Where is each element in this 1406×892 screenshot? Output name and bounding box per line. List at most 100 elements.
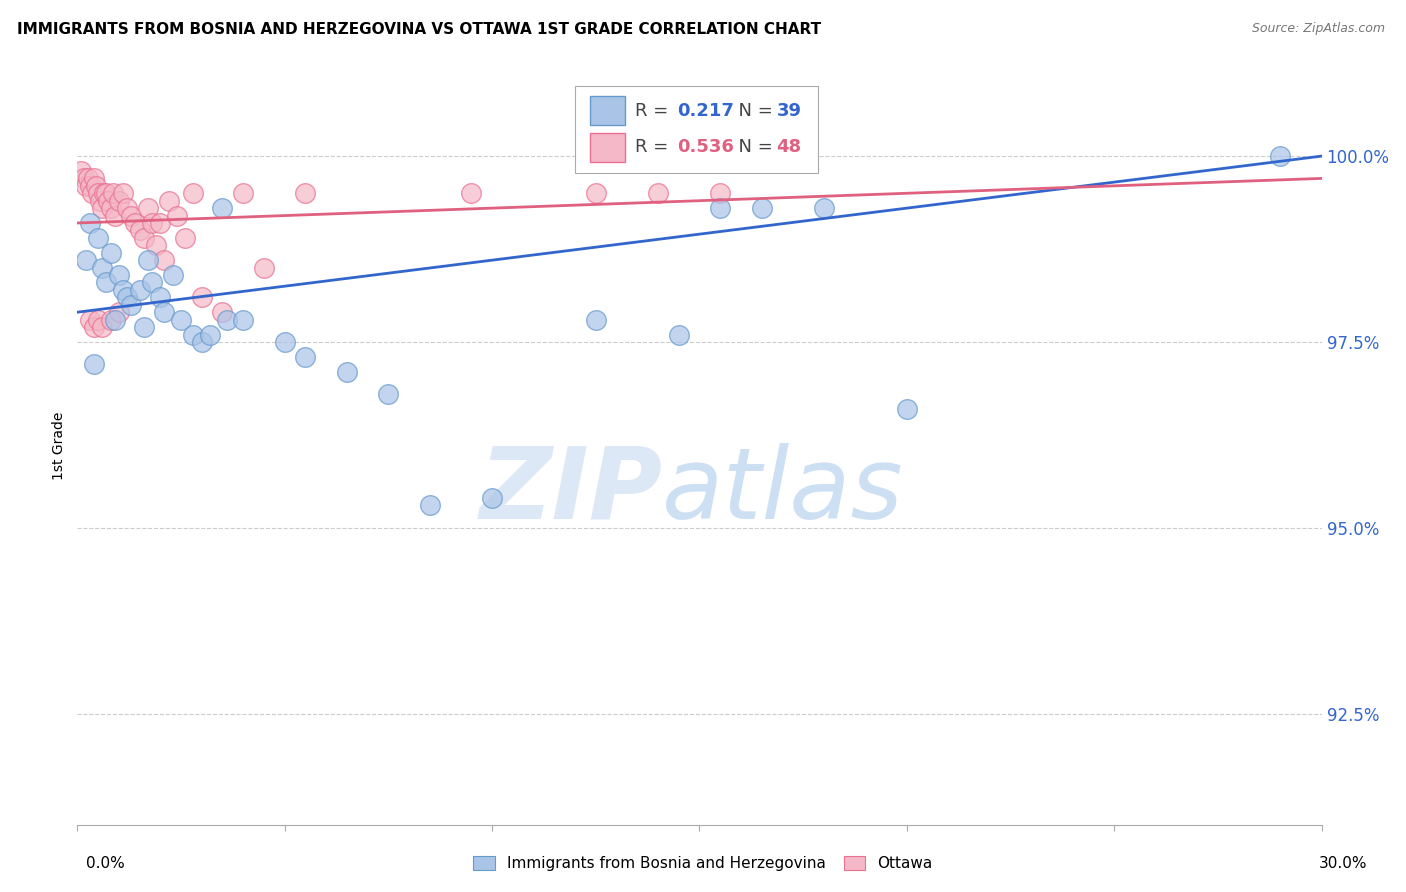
Point [83, 357, 105, 371]
Point [101, 186, 124, 201]
Point [481, 491, 503, 505]
Point [709, 186, 731, 201]
Point [157, 194, 180, 208]
Text: 48: 48 [776, 137, 801, 155]
Point [115, 201, 138, 215]
Point [709, 201, 731, 215]
Point [198, 327, 221, 342]
Point [153, 305, 176, 319]
Text: IMMIGRANTS FROM BOSNIA AND HERZEGOVINA VS OTTAWA 1ST GRADE CORRELATION CHART: IMMIGRANTS FROM BOSNIA AND HERZEGOVINA V… [17, 22, 821, 37]
Point [128, 223, 150, 237]
Point [336, 365, 359, 379]
Point [190, 290, 214, 304]
Point [294, 186, 316, 201]
Point [100, 312, 122, 326]
Bar [591, 96, 624, 125]
Point [377, 387, 399, 401]
Point [141, 276, 163, 290]
Text: 0.536: 0.536 [678, 137, 734, 155]
Point [211, 305, 233, 319]
Point [1268, 149, 1291, 163]
Point [232, 312, 254, 326]
Point [183, 327, 205, 342]
Text: 39: 39 [776, 102, 801, 120]
Text: 30.0%: 30.0% [1319, 856, 1367, 871]
Point [124, 216, 146, 230]
Point [89, 194, 111, 208]
Point [83, 320, 105, 334]
Point [72, 171, 94, 186]
Point [104, 209, 127, 223]
Point [120, 298, 142, 312]
Text: ZIP: ZIP [479, 443, 662, 540]
Text: 0.0%: 0.0% [86, 856, 125, 871]
Y-axis label: 1st Grade: 1st Grade [52, 412, 66, 480]
Point [232, 186, 254, 201]
Point [91, 201, 114, 215]
Point [174, 231, 197, 245]
Point [87, 312, 110, 326]
Point [93, 186, 115, 201]
Point [111, 283, 134, 297]
Point [97, 194, 120, 208]
Point [419, 499, 441, 513]
Text: Source: ZipAtlas.com: Source: ZipAtlas.com [1251, 22, 1385, 36]
Point [96, 186, 118, 201]
Point [585, 186, 607, 201]
Point [253, 260, 276, 275]
Text: R =: R = [634, 137, 673, 155]
Point [87, 231, 110, 245]
Text: atlas: atlas [662, 443, 904, 540]
Point [75, 178, 97, 193]
Point [751, 201, 773, 215]
Point [100, 245, 122, 260]
Point [141, 216, 163, 230]
Point [149, 216, 172, 230]
Point [79, 178, 101, 193]
Point [896, 401, 918, 416]
Point [132, 231, 155, 245]
Legend: Immigrants from Bosnia and Herzegovina, Ottawa: Immigrants from Bosnia and Herzegovina, … [467, 850, 939, 877]
Point [76, 171, 98, 186]
Point [104, 312, 127, 326]
Point [145, 238, 167, 252]
Point [107, 268, 129, 282]
Point [215, 312, 238, 326]
Bar [575, 86, 818, 173]
Point [87, 186, 110, 201]
Point [91, 260, 114, 275]
Bar [591, 133, 624, 161]
Point [668, 327, 690, 342]
Point [153, 253, 176, 268]
Point [149, 290, 172, 304]
Point [80, 186, 103, 201]
Point [111, 186, 134, 201]
Point [183, 186, 205, 201]
Point [107, 305, 129, 319]
Point [70, 164, 93, 178]
Text: R =: R = [634, 102, 673, 120]
Point [115, 290, 138, 304]
Point [585, 312, 607, 326]
Point [120, 209, 142, 223]
Point [273, 334, 295, 349]
Point [128, 283, 150, 297]
Point [75, 253, 97, 268]
Point [136, 201, 159, 215]
Point [91, 320, 114, 334]
Point [647, 186, 669, 201]
Point [100, 201, 122, 215]
Point [96, 276, 118, 290]
Point [136, 253, 159, 268]
Point [107, 194, 129, 208]
Text: N =: N = [727, 102, 779, 120]
Point [166, 209, 188, 223]
Point [170, 312, 193, 326]
Point [84, 178, 107, 193]
Point [190, 334, 214, 349]
Point [294, 350, 316, 364]
Point [460, 186, 482, 201]
Point [813, 201, 835, 215]
Point [162, 268, 184, 282]
Point [79, 216, 101, 230]
